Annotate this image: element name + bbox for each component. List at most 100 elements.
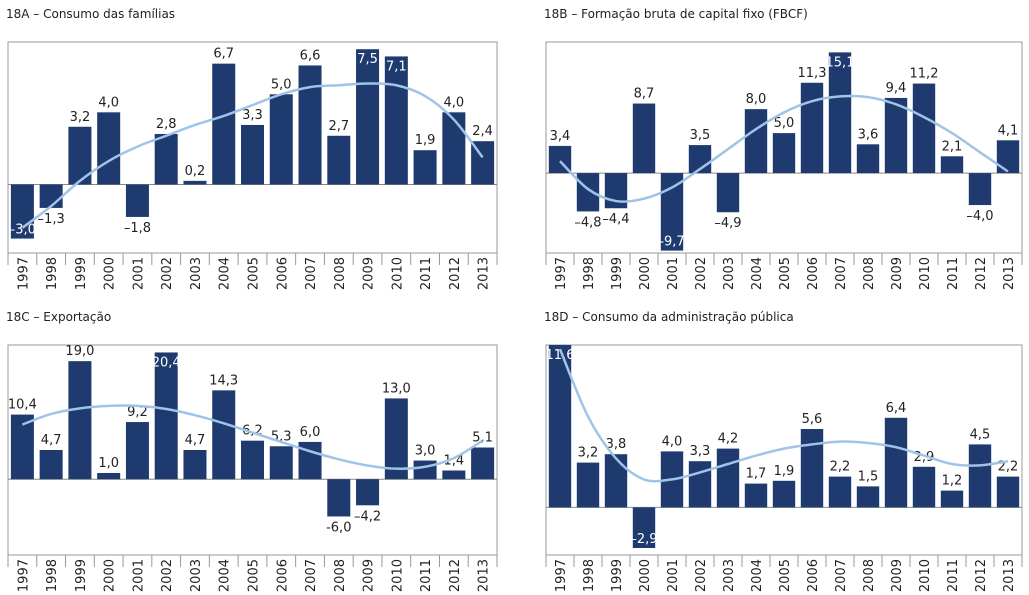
x-tick-label: 1998 <box>582 257 597 290</box>
value-label: –3,0 <box>9 223 36 238</box>
value-label: 3,8 <box>606 437 627 452</box>
bar <box>240 124 265 185</box>
value-label: 14,3 <box>209 373 238 388</box>
value-label: 9,4 <box>886 81 907 96</box>
value-label: 6,6 <box>300 48 321 63</box>
bar <box>125 422 149 480</box>
x-tick-label: 2002 <box>160 257 175 290</box>
value-label: 4,0 <box>98 95 119 110</box>
bar <box>632 103 656 174</box>
value-label: –4,0 <box>966 209 993 224</box>
value-label: 3,3 <box>242 108 263 123</box>
x-tick-label: 2008 <box>862 257 877 290</box>
value-label: 13,0 <box>382 381 411 396</box>
plot-frame <box>545 344 1023 556</box>
x-tick-label: 2010 <box>390 559 405 592</box>
value-label: 3,6 <box>858 127 879 142</box>
value-label: 1,9 <box>774 464 795 479</box>
bar <box>912 83 936 174</box>
trend-line <box>559 94 1009 203</box>
bar <box>744 483 768 508</box>
x-tick-label: 2005 <box>247 257 262 290</box>
value-label: 4,5 <box>970 427 991 442</box>
value-label: 0,2 <box>185 164 206 179</box>
bar <box>884 417 908 508</box>
x-tick-label: 2007 <box>304 257 319 290</box>
bar <box>716 448 740 508</box>
chart-title: 18D – Consumo da administração pública <box>544 310 794 324</box>
x-tick-label: 2012 <box>974 559 989 592</box>
chart-title: 18C – Exportação <box>6 310 111 324</box>
bar <box>356 49 380 185</box>
bar <box>269 94 293 185</box>
x-tick-label: 2000 <box>103 559 118 592</box>
x-tick-label: 1997 <box>554 257 569 290</box>
value-label: 11,2 <box>910 67 939 82</box>
x-tick-label: 2011 <box>946 559 961 592</box>
x-tick-label: 2002 <box>694 559 709 592</box>
bar <box>940 156 964 174</box>
bar <box>125 184 149 217</box>
value-label: 1,5 <box>858 469 879 484</box>
x-tick-label: 2013 <box>1002 257 1017 290</box>
x-tick-label: 2010 <box>918 257 933 290</box>
chart-title: 18A – Consumo das famílias <box>6 7 175 21</box>
bar <box>327 135 351 185</box>
bar <box>548 345 572 508</box>
bar <box>576 462 600 508</box>
bar <box>856 486 880 508</box>
value-label: 3,2 <box>70 110 91 125</box>
value-label: 1,0 <box>98 456 119 471</box>
x-tick-label: 2003 <box>722 559 737 592</box>
x-tick-label: 2009 <box>890 257 905 290</box>
x-tick-label: 1998 <box>45 559 60 592</box>
x-tick-label: 2003 <box>189 257 204 290</box>
bar <box>39 184 63 208</box>
bar <box>413 460 437 480</box>
value-label: -6,0 <box>326 520 351 535</box>
bar <box>183 180 207 185</box>
x-tick-label: 2004 <box>218 257 233 290</box>
value-label: 6,7 <box>213 47 234 62</box>
x-tick-label: 2004 <box>750 559 765 592</box>
value-label: 6,0 <box>300 425 321 440</box>
value-label: 15,1 <box>826 55 855 70</box>
bar <box>828 476 852 508</box>
bar <box>968 444 992 508</box>
x-tick-label: 2013 <box>477 559 492 592</box>
value-label: 4,0 <box>662 434 683 449</box>
value-label: 3,3 <box>690 444 711 459</box>
x-tick-label: 2001 <box>666 559 681 592</box>
x-tick-label: 1998 <box>582 559 597 592</box>
value-label: 5,1 <box>472 431 493 446</box>
x-tick-label: 2001 <box>666 257 681 290</box>
value-label: 8,0 <box>746 92 767 107</box>
x-tick-label: 2001 <box>131 559 146 592</box>
value-label: 7,5 <box>357 52 378 67</box>
bar <box>744 109 768 174</box>
x-tick-label: 2006 <box>806 559 821 592</box>
value-label: 2,7 <box>328 119 349 134</box>
bar <box>154 133 178 185</box>
bar <box>442 470 466 480</box>
bar <box>604 173 628 209</box>
plot-frame <box>7 41 498 254</box>
value-label: -9,7 <box>659 235 684 250</box>
bar <box>442 112 466 185</box>
x-tick-label: 2007 <box>834 257 849 290</box>
chart-title: 18B – Formação bruta de capital fixo (FB… <box>544 7 808 21</box>
bar <box>772 133 796 174</box>
bar <box>576 173 600 212</box>
x-tick-label: 2005 <box>778 559 793 592</box>
bar <box>97 472 121 480</box>
x-tick-label: 2003 <box>722 257 737 290</box>
value-label: 7,1 <box>386 59 407 74</box>
bar <box>298 441 322 480</box>
value-label: 11,6 <box>546 348 575 363</box>
bar <box>298 65 322 185</box>
x-tick-label: 1998 <box>45 257 60 290</box>
bar <box>212 63 236 185</box>
x-tick-label: 2007 <box>304 559 319 592</box>
value-label: –2,9 <box>630 532 657 547</box>
